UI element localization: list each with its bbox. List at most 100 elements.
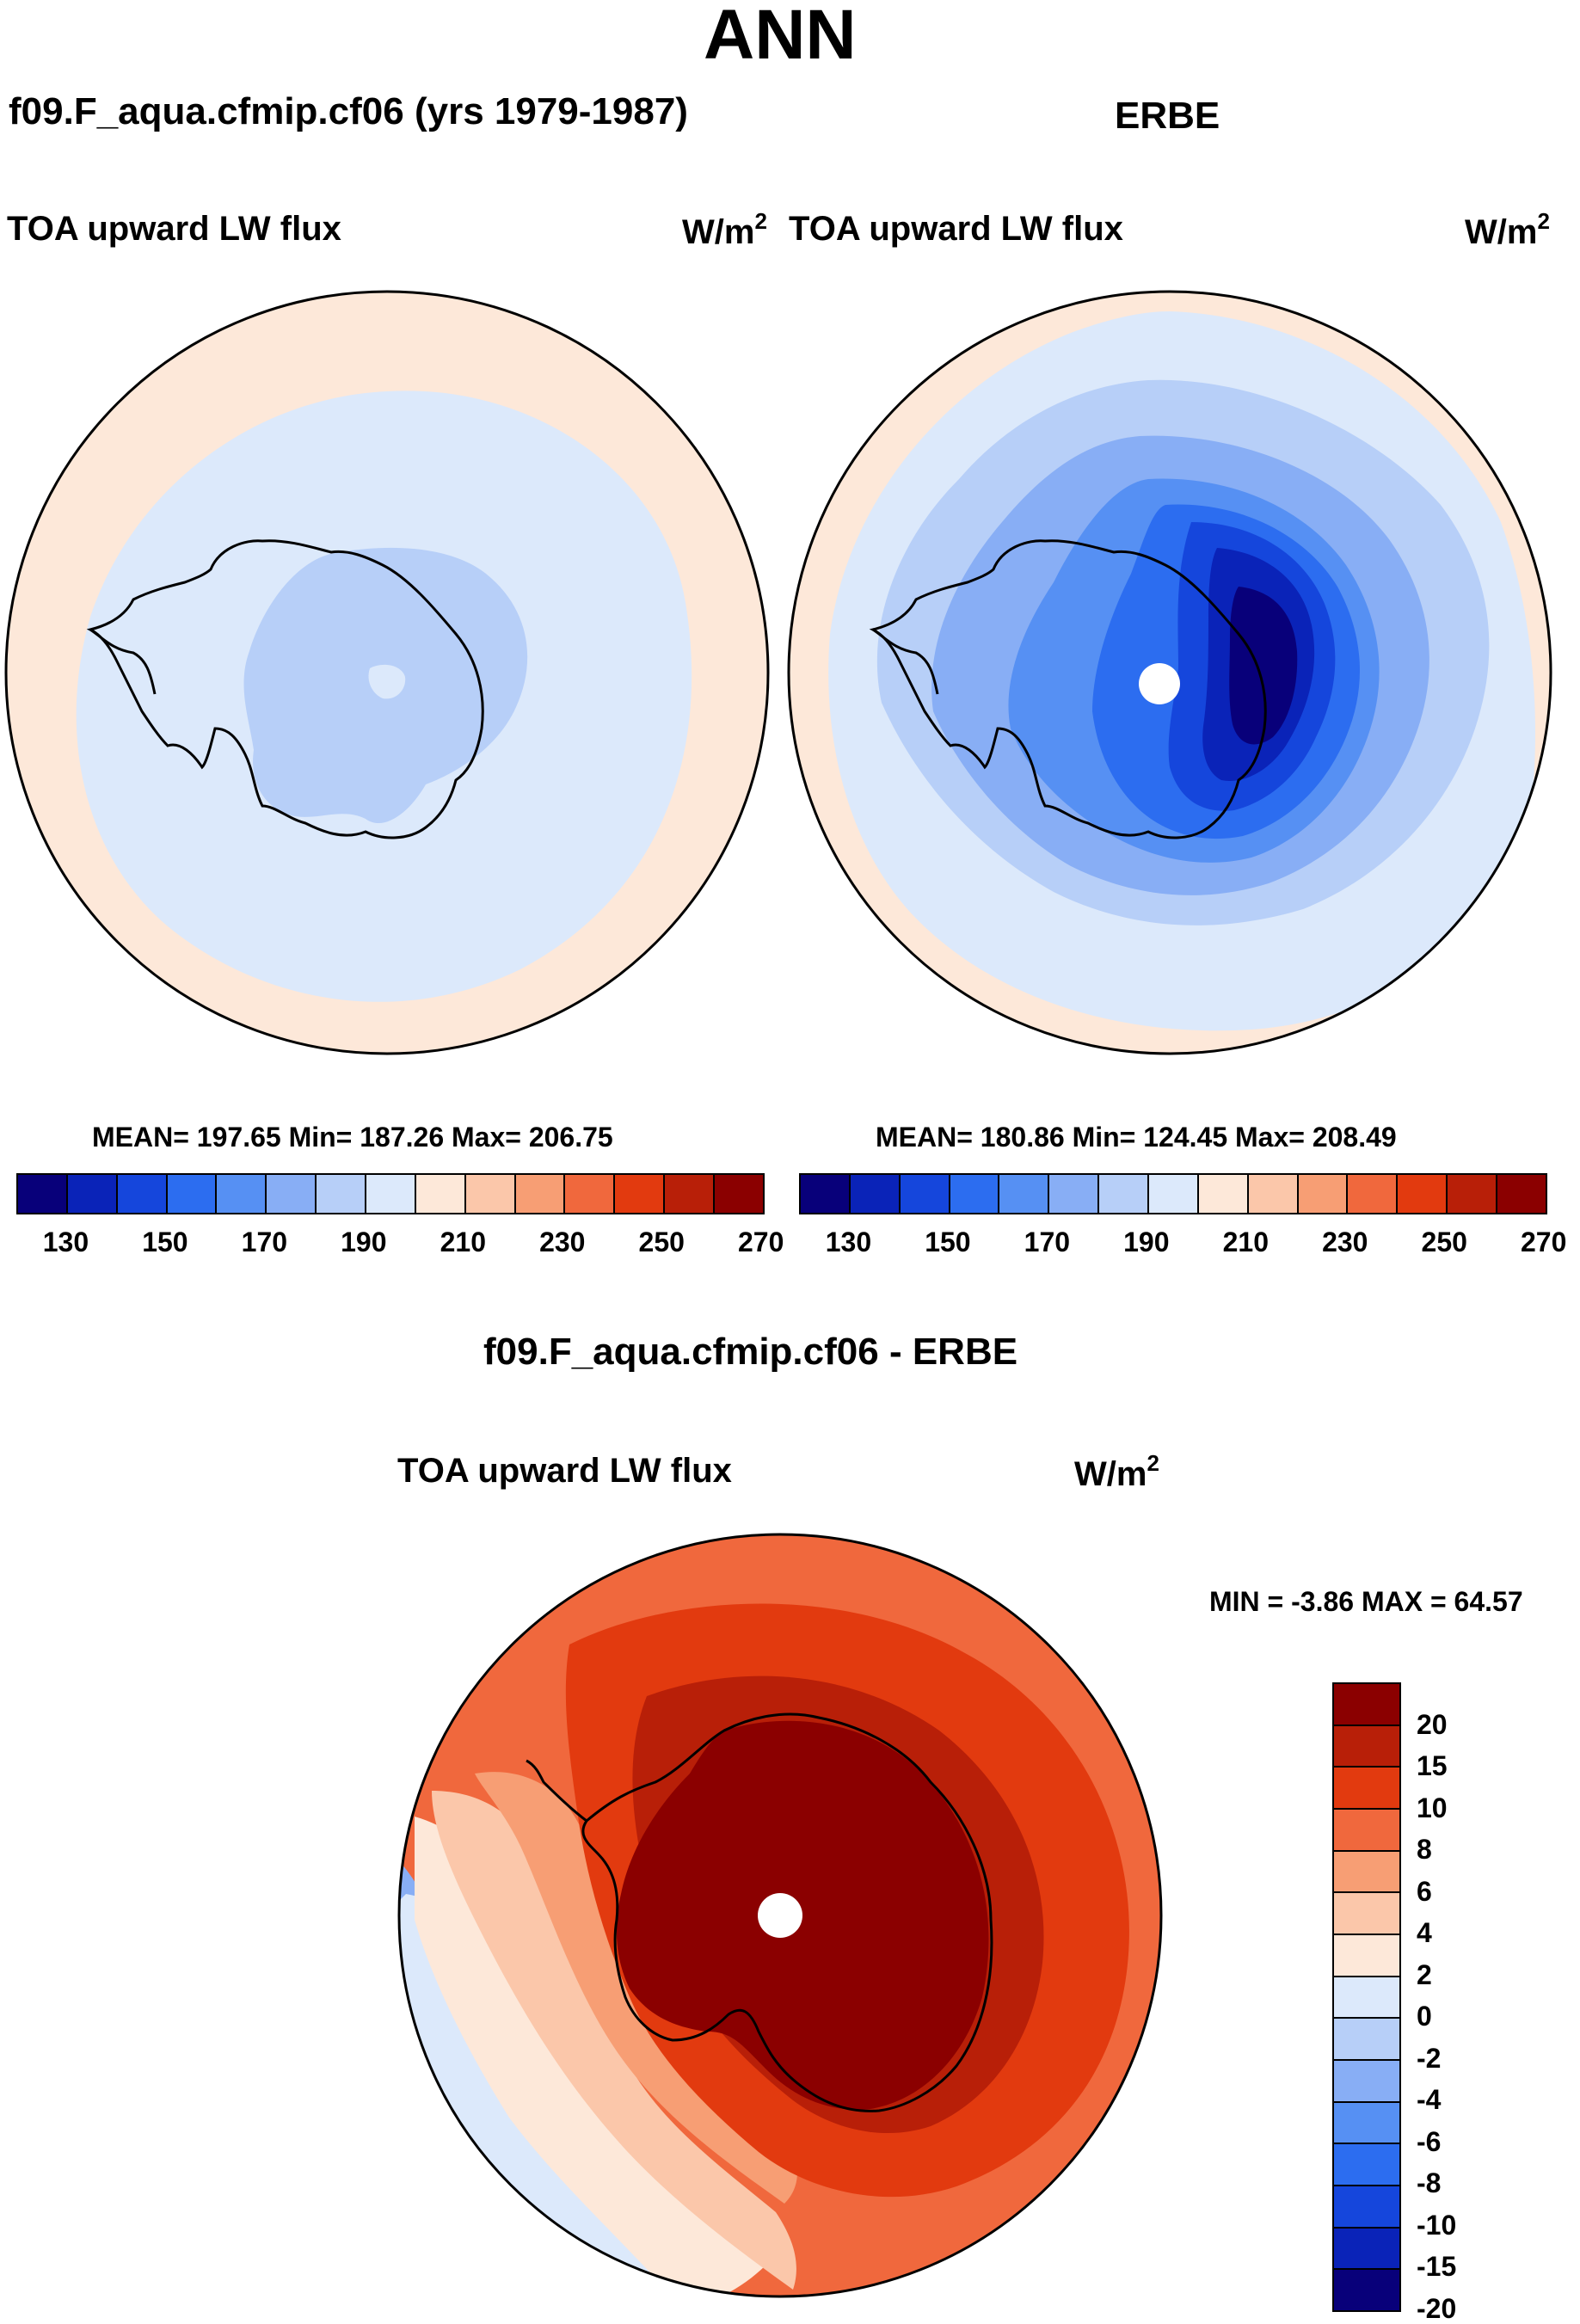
right-colorbar	[799, 1173, 1547, 1214]
diff-field-core-20	[616, 1720, 989, 2110]
colorbar-swatch	[465, 1175, 516, 1213]
colorbar-tick-label: 20	[1417, 1708, 1448, 1740]
colorbar-swatch	[1334, 2228, 1399, 2271]
colorbar-swatch	[1334, 1851, 1399, 1894]
colorbar-swatch	[1334, 1810, 1399, 1852]
colorbar-tick-label: 250	[1421, 1227, 1467, 1257]
colorbar-tick-label: 250	[638, 1227, 685, 1257]
left-variable-title: TOA upward LW flux	[7, 210, 341, 248]
colorbar-tick-label: 210	[440, 1227, 486, 1257]
colorbar-swatch	[615, 1175, 666, 1213]
season-title: ANN	[704, 0, 857, 74]
colorbar-swatch	[267, 1175, 317, 1213]
diff-antarctica-coast	[581, 1712, 993, 2112]
colorbar-swatch	[217, 1175, 267, 1213]
colorbar-tick-label: 270	[738, 1227, 784, 1257]
colorbar-tick-label: -6	[1417, 2125, 1442, 2157]
colorbar-swatch	[1448, 1175, 1498, 1213]
diff-pole-hole	[758, 1893, 802, 1938]
colorbar-swatch	[1334, 1684, 1399, 1726]
right-case-title: ERBE	[1115, 95, 1220, 137]
diff-minmax: MIN = -3.86 MAX = 64.57	[1209, 1586, 1523, 1617]
colorbar-swatch	[1334, 2270, 1399, 2311]
colorbar-swatch	[67, 1175, 118, 1213]
colorbar-tick-label: 190	[1123, 1227, 1170, 1257]
colorbar-swatch	[1334, 1893, 1399, 1936]
colorbar-tick-label: -2	[1417, 2042, 1442, 2074]
colorbar-tick-label: 170	[241, 1227, 288, 1257]
colorbar-tick-label: 6	[1417, 1875, 1432, 1907]
colorbar-swatch	[167, 1175, 218, 1213]
colorbar-tick-label: 210	[1222, 1227, 1269, 1257]
colorbar-swatch	[1334, 1935, 1399, 1977]
colorbar-swatch	[665, 1175, 716, 1213]
left-colorbar	[16, 1173, 765, 1214]
left-peninsula	[89, 628, 157, 695]
left-polar-map	[4, 290, 770, 1055]
colorbar-tick-label: 230	[1322, 1227, 1368, 1257]
colorbar-tick-label: -20	[1417, 2293, 1457, 2324]
colorbar-swatch	[1497, 1175, 1546, 1213]
colorbar-swatch	[18, 1175, 68, 1213]
colorbar-tick-label: 130	[825, 1227, 872, 1257]
diff-polar-map	[397, 1533, 1163, 2298]
diff-case-title: f09.F_aqua.cfmip.cf06 - ERBE	[483, 1331, 1018, 1373]
colorbar-swatch	[1198, 1175, 1249, 1213]
left-field-hole	[368, 664, 406, 699]
colorbar-tick-label: 270	[1521, 1227, 1567, 1257]
colorbar-swatch	[950, 1175, 1000, 1213]
colorbar-tick-label: 10	[1417, 1792, 1448, 1823]
right-peninsula	[872, 628, 939, 695]
colorbar-swatch	[366, 1175, 416, 1213]
colorbar-tick-label: -4	[1417, 2084, 1442, 2116]
colorbar-swatch	[1049, 1175, 1100, 1213]
colorbar-swatch	[1334, 2186, 1399, 2229]
colorbar-swatch	[415, 1175, 466, 1213]
right-polar-map	[787, 290, 1552, 1055]
colorbar-tick-label: 150	[142, 1227, 188, 1257]
colorbar-swatch	[1398, 1175, 1448, 1213]
colorbar-swatch	[1248, 1175, 1299, 1213]
colorbar-tick-label: -15	[1417, 2251, 1457, 2283]
right-variable-title: TOA upward LW flux	[789, 210, 1123, 248]
colorbar-swatch	[1348, 1175, 1399, 1213]
left-units: W/m2	[682, 208, 767, 251]
colorbar-swatch	[1334, 2102, 1399, 2145]
colorbar-tick-label: 4	[1417, 1917, 1432, 1949]
colorbar-swatch	[1334, 2144, 1399, 2187]
diff-colorbar	[1332, 1682, 1401, 2312]
right-field-110	[1229, 587, 1298, 745]
left-case-title: f09.F_aqua.cfmip.cf06 (yrs 1979-1987)	[9, 90, 688, 132]
colorbar-swatch	[900, 1175, 950, 1213]
colorbar-swatch	[1334, 1768, 1399, 1811]
colorbar-tick-label: 230	[539, 1227, 586, 1257]
colorbar-swatch	[1334, 2019, 1399, 2062]
colorbar-tick-label: 8	[1417, 1834, 1432, 1866]
colorbar-swatch	[1149, 1175, 1199, 1213]
diff-variable-title: TOA upward LW flux	[397, 1452, 732, 1490]
diff-peninsula	[526, 1759, 587, 1823]
colorbar-swatch	[1298, 1175, 1349, 1213]
colorbar-swatch	[515, 1175, 566, 1213]
diff-units: W/m2	[1074, 1450, 1159, 1493]
colorbar-swatch	[1334, 1725, 1399, 1768]
colorbar-swatch	[850, 1175, 901, 1213]
colorbar-swatch	[1334, 1977, 1399, 2020]
colorbar-tick-label: 190	[341, 1227, 387, 1257]
colorbar-swatch	[999, 1175, 1050, 1213]
colorbar-swatch	[565, 1175, 616, 1213]
colorbar-swatch	[1334, 2061, 1399, 2103]
colorbar-tick-label: 150	[925, 1227, 971, 1257]
colorbar-swatch	[801, 1175, 851, 1213]
colorbar-swatch	[117, 1175, 168, 1213]
colorbar-tick-label: 2	[1417, 1958, 1432, 1990]
colorbar-tick-label: 0	[1417, 2001, 1432, 2032]
right-stats: MEAN= 180.86 Min= 124.45 Max= 208.49	[876, 1122, 1397, 1153]
colorbar-tick-label: 130	[42, 1227, 89, 1257]
colorbar-swatch	[1099, 1175, 1150, 1213]
colorbar-tick-label: -10	[1417, 2209, 1457, 2241]
right-units: W/m2	[1465, 208, 1550, 251]
colorbar-tick-label: 170	[1024, 1227, 1071, 1257]
left-stats: MEAN= 197.65 Min= 187.26 Max= 206.75	[92, 1122, 613, 1153]
right-pole-hole	[1139, 663, 1180, 704]
